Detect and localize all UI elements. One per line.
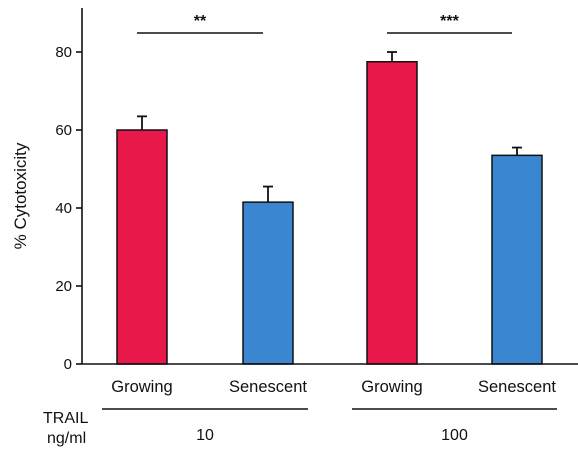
significance-brackets: ** *** [137, 13, 512, 34]
trail-unit-label: ng/ml [47, 430, 86, 447]
group-label: 10 [196, 427, 214, 444]
y-tick-label: 20 [55, 278, 72, 295]
y-axis-label: % Cytotoxicity [11, 142, 30, 249]
y-tick-label: 80 [55, 44, 72, 61]
category-labels: Growing Senescent Growing Senescent [111, 378, 556, 396]
category-label: Senescent [229, 378, 307, 396]
trail-label: TRAIL [43, 410, 88, 427]
group-labels: 10 100 [102, 408, 557, 444]
bar [116, 129, 168, 365]
y-tick-label: 0 [64, 356, 72, 373]
y-tick-label: 40 [55, 200, 72, 217]
group-label: 100 [441, 427, 468, 444]
category-label: Growing [361, 378, 422, 396]
significance-label: ** [194, 13, 207, 30]
bar [491, 154, 543, 365]
bars [82, 51, 578, 365]
y-axis: 0 20 40 60 80 [55, 8, 83, 373]
bar [242, 201, 294, 365]
bar [366, 61, 418, 365]
y-tick-label: 60 [55, 122, 72, 139]
category-label: Senescent [478, 378, 556, 396]
category-label: Growing [111, 378, 172, 396]
significance-label: *** [440, 13, 459, 30]
